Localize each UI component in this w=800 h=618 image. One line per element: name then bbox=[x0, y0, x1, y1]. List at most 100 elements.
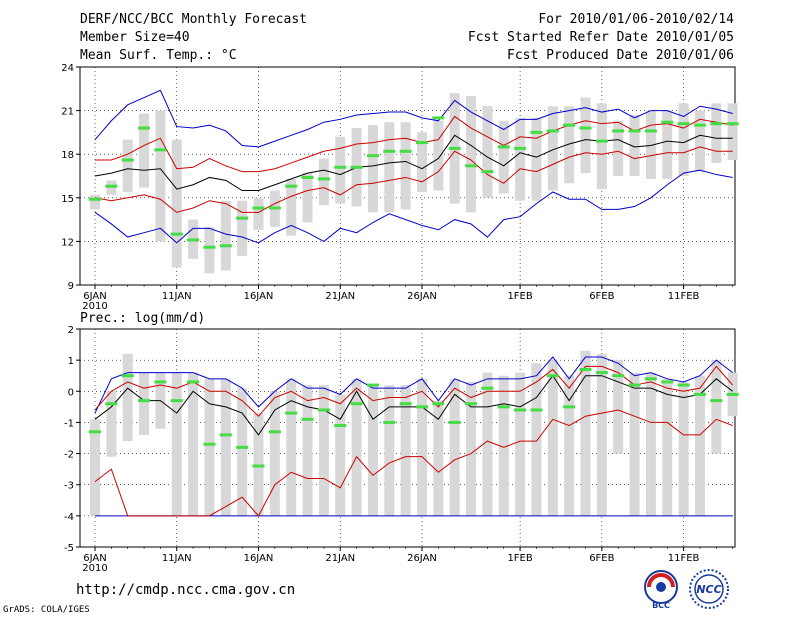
temp-x-tick-year: 2010 bbox=[82, 301, 107, 312]
temp-median-mark-35 bbox=[661, 120, 674, 124]
prec-median-mark-38 bbox=[710, 399, 723, 403]
prec-box-0 bbox=[90, 419, 100, 516]
prec-x-tick-label: 26JAN bbox=[407, 553, 437, 564]
temp-median-mark-13 bbox=[301, 175, 314, 179]
temp-box-34 bbox=[645, 110, 656, 179]
temp-median-mark-5 bbox=[170, 232, 183, 236]
prec-median-mark-31 bbox=[595, 371, 608, 375]
temp-median-mark-38 bbox=[710, 122, 723, 126]
temp-box-20 bbox=[417, 132, 427, 192]
grads-credit: GrADS: COLA/IGES bbox=[3, 605, 90, 615]
prec-box-2 bbox=[122, 353, 133, 442]
temp-box-8 bbox=[220, 200, 231, 271]
temp-median-mark-9 bbox=[236, 216, 249, 220]
prec-median-mark-3 bbox=[138, 399, 151, 403]
prec-box-16 bbox=[351, 378, 362, 516]
temp-box-13 bbox=[302, 173, 313, 223]
temp-x-tick-label: 11JAN bbox=[162, 291, 192, 302]
chart-title: DERF/NCC/BCC Monthly Forecast bbox=[80, 12, 307, 27]
prec-box-6 bbox=[188, 372, 199, 516]
prec-y-tick-label: -5 bbox=[64, 543, 74, 554]
temp-median-mark-22 bbox=[448, 146, 461, 150]
prec-box-33 bbox=[629, 372, 640, 516]
prec-median-mark-15 bbox=[334, 424, 347, 428]
prec-median-mark-1 bbox=[105, 402, 118, 406]
prec-median-mark-4 bbox=[154, 380, 167, 384]
temp-box-15 bbox=[335, 136, 346, 204]
prec-median-mark-7 bbox=[203, 442, 216, 446]
temp-box-30 bbox=[580, 97, 591, 174]
prec-median-mark-2 bbox=[121, 374, 134, 378]
prec-median-mark-39 bbox=[726, 392, 739, 396]
temp-box-38 bbox=[711, 103, 722, 163]
prec-mean-line bbox=[94, 374, 733, 436]
temp-box-28 bbox=[547, 106, 558, 191]
prec-median-mark-35 bbox=[661, 380, 674, 384]
temp-median-mark-8 bbox=[219, 244, 232, 248]
temp-x-tick-label: 16JAN bbox=[244, 291, 274, 302]
prec-box-3 bbox=[139, 372, 150, 435]
prec-y-tick-label: -3 bbox=[64, 481, 74, 492]
temp-x-tick-label: 21JAN bbox=[325, 291, 355, 302]
prec-y-tick-label: -1 bbox=[64, 418, 74, 429]
prec-x-tick-year: 2010 bbox=[82, 563, 107, 574]
temp-box-23 bbox=[466, 96, 477, 213]
temp-box-12 bbox=[286, 178, 297, 236]
prec-y-tick-label: 0 bbox=[68, 387, 74, 398]
temp-median-mark-12 bbox=[285, 184, 298, 188]
prec-y-tick-label: -4 bbox=[64, 512, 74, 523]
prec-box-17 bbox=[367, 385, 378, 516]
prec-upper-line bbox=[94, 365, 734, 417]
prec-lower-line bbox=[94, 409, 733, 517]
temp-box-25 bbox=[498, 120, 509, 194]
prec-box-31 bbox=[596, 353, 607, 516]
prec-box-26 bbox=[515, 372, 526, 516]
temp-box-9 bbox=[237, 200, 248, 256]
bcc-logo-text: BCC bbox=[652, 601, 670, 610]
fcst-produced-date: Fcst Produced Date 2010/01/06 bbox=[507, 48, 734, 63]
temp-median-mark-15 bbox=[334, 165, 347, 169]
prec-median-mark-37 bbox=[693, 392, 706, 396]
temp-box-36 bbox=[678, 103, 689, 176]
prec-median-mark-25 bbox=[497, 405, 510, 409]
source-url[interactable]: http://cmdp.ncc.cma.gov.cn bbox=[76, 582, 296, 598]
prec-max-line bbox=[94, 356, 733, 414]
prec-box-20 bbox=[417, 378, 427, 516]
temp-mean-line bbox=[94, 134, 733, 192]
prec-x-tick-label: 11JAN bbox=[162, 553, 192, 564]
prec-box-10 bbox=[253, 413, 264, 516]
prec-box-19 bbox=[400, 385, 411, 516]
temp-median-mark-17 bbox=[366, 154, 379, 158]
prec-median-mark-13 bbox=[301, 417, 314, 421]
temp-median-mark-16 bbox=[350, 165, 363, 169]
prec-y-tick-label: -2 bbox=[64, 450, 74, 461]
temp-median-mark-6 bbox=[187, 238, 200, 242]
prec-box-35 bbox=[662, 378, 673, 516]
prec-median-mark-34 bbox=[644, 377, 657, 381]
temp-median-mark-1 bbox=[105, 184, 118, 188]
temp-median-mark-0 bbox=[89, 197, 101, 201]
temp-min-line bbox=[94, 169, 733, 244]
temp-box-32 bbox=[613, 120, 624, 176]
temp-median-mark-25 bbox=[497, 145, 510, 149]
temp-box-33 bbox=[629, 114, 640, 176]
prec-median-mark-32 bbox=[612, 374, 625, 378]
temp-median-mark-27 bbox=[530, 130, 543, 134]
prec-median-mark-30 bbox=[579, 367, 592, 371]
prec-median-mark-26 bbox=[514, 408, 527, 412]
prec-median-mark-10 bbox=[252, 464, 265, 468]
prec-median-mark-16 bbox=[350, 402, 363, 406]
temp-x-tick-label: 6JAN bbox=[83, 291, 106, 302]
fcst-started-date: Fcst Started Refer Date 2010/01/05 bbox=[467, 30, 734, 45]
prec-box-15 bbox=[335, 394, 346, 516]
temp-median-mark-34 bbox=[644, 129, 657, 133]
temp-x-tick-label: 11FEB bbox=[668, 291, 700, 302]
prec-box-1 bbox=[106, 391, 117, 457]
temp-y-tick-label: 24 bbox=[61, 63, 74, 74]
temp-box-18 bbox=[384, 122, 395, 213]
temp-y-tick-label: 12 bbox=[61, 237, 74, 248]
temp-median-mark-39 bbox=[726, 122, 739, 126]
temp-y-tick-label: 9 bbox=[68, 281, 74, 292]
prec-box-29 bbox=[564, 375, 575, 516]
temp-box-10 bbox=[253, 197, 264, 230]
